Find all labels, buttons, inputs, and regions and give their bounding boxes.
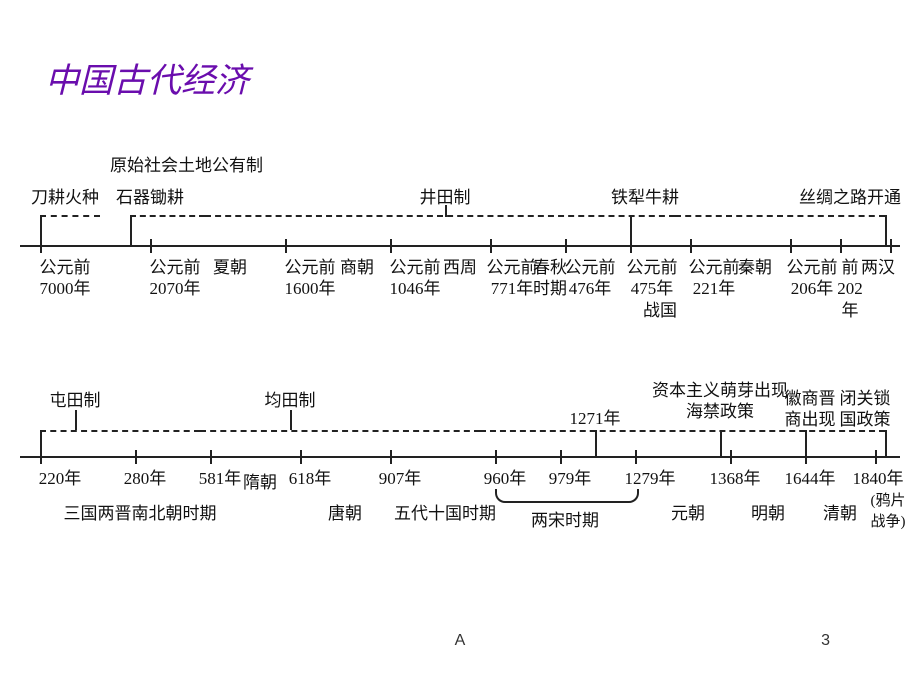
t1-conn-2 <box>205 215 675 217</box>
footer-page: 3 <box>821 632 830 650</box>
page-title: 中国古代经济 <box>45 53 249 102</box>
t1-up-0: 刀耕火种 <box>31 187 99 208</box>
t2-tick-10: 1840年 <box>853 468 904 489</box>
t2-up-2: 1271年 <box>570 408 621 429</box>
timeline-1: 原始社会土地公有制 刀耕火种 石器锄耕 井田制 铁犁牛耕 丝绸之路开通 公元前 … <box>20 165 900 255</box>
t2-tick-8: 1368年 <box>710 468 761 489</box>
t2-up-4: 徽商晋 商出现 <box>785 388 836 431</box>
t2-p-2: 唐朝 <box>328 499 362 524</box>
t1-axis: 公元前 7000年 公元前 2070年 公元前 1600年 公元前 1046年 … <box>20 245 900 335</box>
t1-up-1: 石器锄耕 <box>116 187 184 208</box>
t1-tick-0: 公元前 7000年 <box>40 257 91 300</box>
t2-up-5: 闭关锁 国政策 <box>840 388 891 431</box>
t2-tick-3: 618年 <box>289 468 332 489</box>
t1-tick-5: 公元前 476年 <box>565 257 616 300</box>
t1-p-qin: 秦朝 <box>738 257 772 278</box>
t2-tick-4: 907年 <box>379 468 422 489</box>
t1-tick-1: 公元前 2070年 <box>150 257 201 300</box>
t2-tick-9: 1644年 <box>785 468 836 489</box>
t1-conn-1 <box>130 215 205 217</box>
t1-p-xia: 夏朝 <box>213 257 247 278</box>
t2-up-0: 屯田制 <box>50 390 101 411</box>
t1-tick-4: 公元前 771年 <box>487 257 538 300</box>
t1-p-chunqiu: 春秋 时期 <box>533 257 567 300</box>
t1-up-4: 丝绸之路开通 <box>799 187 901 208</box>
t2-p-0: 三国两晋南北朝时期 <box>64 499 217 524</box>
t2-p-4: 两宋时期 <box>531 506 599 531</box>
timeline-2: 屯田制 均田制 1271年 资本主义萌芽出现 海禁政策 徽商晋 商出现 闭关锁 … <box>20 370 900 460</box>
t1-tick-9: 前 202 年 <box>837 257 863 321</box>
t2-up-1: 均田制 <box>265 390 316 411</box>
t1-up-3: 铁犁牛耕 <box>611 187 679 208</box>
footer-letter: A <box>455 632 466 650</box>
t2-p-3: 五代十国时期 <box>394 499 496 524</box>
t1-tick-3: 公元前 1046年 <box>390 257 441 300</box>
t1-tick-7: 公元前 221年 <box>689 257 740 300</box>
t1-conn-3 <box>675 215 885 217</box>
t2-tick-0: 220年 <box>39 468 82 489</box>
t2-tick-2: 581年 <box>199 468 242 489</box>
t2-p-1: 隋朝 <box>243 468 277 493</box>
t2-tick-1: 280年 <box>124 468 167 489</box>
t2-tick-6: 979年 <box>549 468 592 489</box>
t1-conn-0 <box>40 215 100 217</box>
t2-brace-songs <box>495 489 639 503</box>
t2-p-7: 清朝 <box>823 499 857 524</box>
t2-axis: 220年 280年 581年 618年 907年 960年 979年 1279年… <box>20 456 900 546</box>
t2-tick-5: 960年 <box>484 468 527 489</box>
t1-p-shang: 商朝 <box>340 257 374 278</box>
t1-tick-2: 公元前 1600年 <box>285 257 336 300</box>
t2-p-6: 明朝 <box>751 499 785 524</box>
t2-up-3: 资本主义萌芽出现 海禁政策 <box>652 380 788 423</box>
t2-tick-7: 1279年 <box>625 468 676 489</box>
note-primitive-society: 原始社会土地公有制 <box>110 155 263 176</box>
t2-p-8: (鸦片 战争) <box>871 489 906 531</box>
t1-p-xizhou: 西周 <box>443 257 477 278</box>
t1-p-zhanguo: 战国 <box>643 257 677 321</box>
t2-p-5: 元朝 <box>671 499 705 524</box>
t1-tick-8: 公元前 206年 <box>787 257 838 300</box>
t1-p-han: 两汉 <box>861 257 895 278</box>
